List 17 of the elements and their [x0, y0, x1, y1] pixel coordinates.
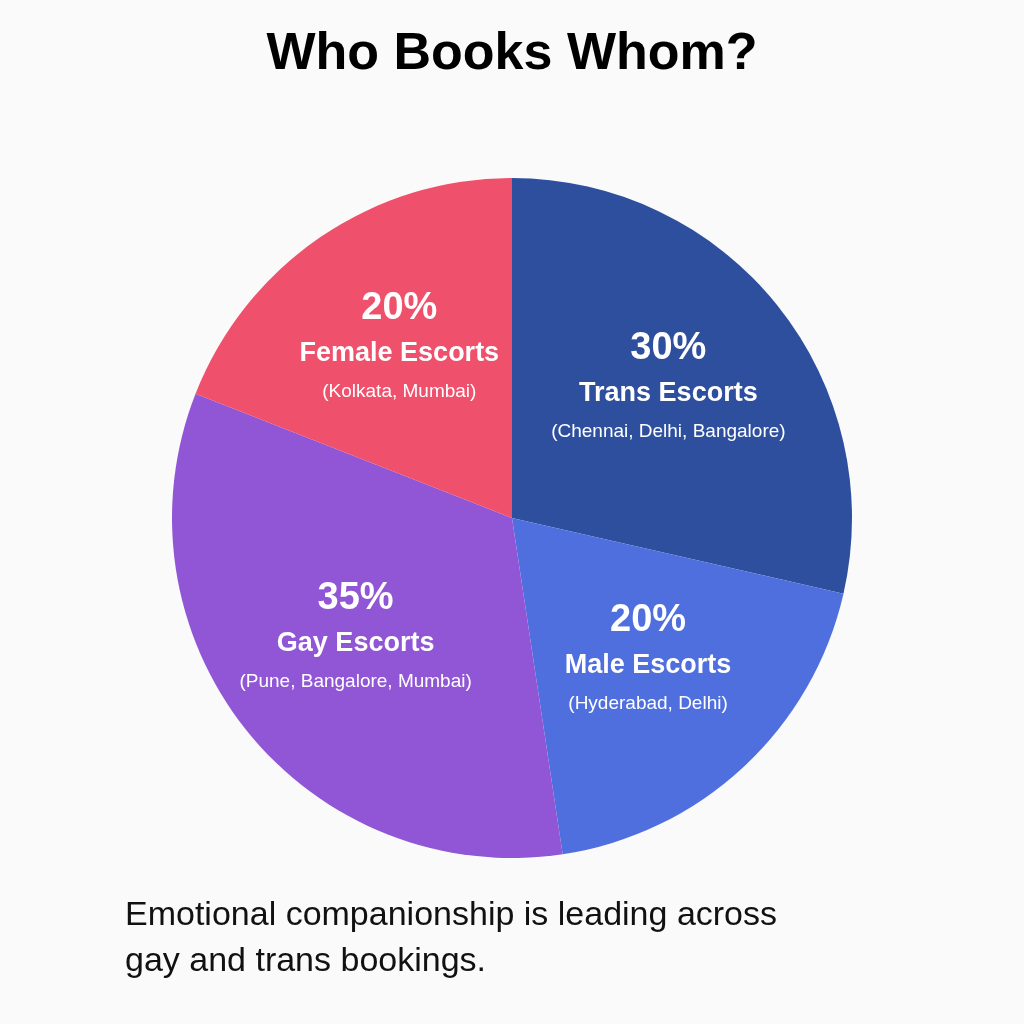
data-label: 35%: [317, 574, 394, 617]
pie-slice: [512, 518, 844, 855]
pie-slice: [195, 178, 512, 518]
slice-label: Male Escorts: [564, 648, 732, 679]
chart-title: Who Books Whom?: [266, 22, 758, 80]
text: (Chennai, Delhi, Bangalore): [551, 420, 786, 442]
data-label: 20%: [610, 596, 687, 639]
text: (Kolkata, Mumbai): [322, 379, 477, 401]
pie-slice: [512, 178, 852, 594]
text: Emotional companionship is leading across gay and trans bookings.: [125, 894, 778, 978]
text: (Hyderabad, Delhi): [568, 691, 728, 713]
slice-label: Gay Escorts: [276, 626, 435, 657]
data-label: 20%: [361, 284, 438, 327]
data-label: 30%: [630, 325, 707, 368]
slice-label: Trans Escorts: [579, 377, 758, 408]
text: (Pune, Bangalore, Mumbai): [239, 669, 472, 691]
slice-label: Female Escorts: [299, 336, 500, 367]
